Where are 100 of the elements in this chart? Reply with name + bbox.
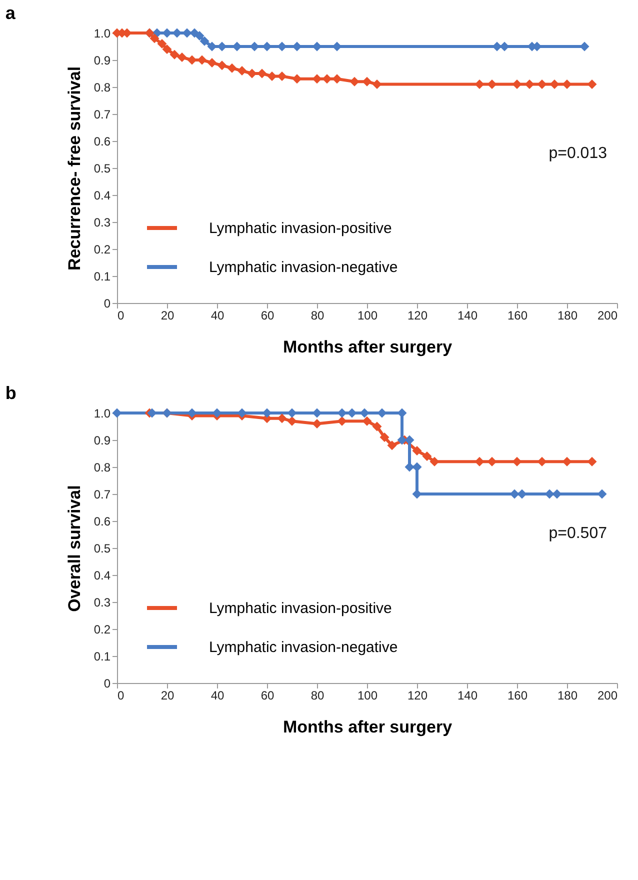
point [287,416,297,426]
annotation: p=0.507 [548,525,608,542]
point [312,408,322,418]
x-tick-label: 20 [160,308,174,322]
point [512,80,522,90]
x-tick-label: 180 [557,688,578,702]
point [587,80,597,90]
point [170,50,180,60]
y-tick-label: 0.8 [94,460,111,474]
point [232,42,242,52]
x-tick-label: 0 [118,688,124,702]
chart-title: a [5,3,16,23]
legend-label: Lymphatic invasion-negative [209,639,398,656]
y-tick-label: 0.7 [94,488,111,502]
point [580,42,590,52]
x-tick-label: 40 [210,688,224,702]
point [537,456,547,466]
point [430,456,440,466]
point [262,408,272,418]
y-tick-label: 1.0 [94,26,111,40]
point [562,456,572,466]
x-tick-label: 200 [597,688,618,702]
chart-title: b [5,383,16,403]
point [237,408,247,418]
y-tick-label: 0.1 [94,650,111,664]
legend-label: Lymphatic invasion-positive [209,220,392,237]
point [562,80,572,90]
point [537,80,547,90]
y-tick-label: 0.2 [94,622,111,636]
x-tick-label: 160 [507,688,528,702]
x-tick-label: 60 [260,308,274,322]
point [360,408,370,418]
point [162,44,172,54]
point [332,74,342,84]
point [492,42,502,52]
point [292,42,302,52]
point [147,408,157,418]
x-tick-label: 60 [260,688,274,702]
point [387,440,397,450]
point [212,408,222,418]
y-tick-label: 0.6 [94,134,111,148]
y-tick-label: 0 [104,296,111,310]
point [412,446,422,456]
point [182,28,192,38]
point [267,71,277,81]
point [550,80,560,90]
y-tick-label: 0.4 [94,568,111,582]
point [474,80,484,90]
point [332,42,342,52]
y-tick-label: 0.9 [94,434,111,448]
y-tick-label: 0.3 [94,216,111,230]
point [422,451,432,461]
point [587,456,597,466]
x-tick-label: 120 [407,688,428,702]
x-tick-label: 100 [357,308,378,322]
point [404,462,414,472]
point [172,28,182,38]
y-tick-label: 0.8 [94,80,111,94]
point [197,55,207,65]
point [287,408,297,418]
point [257,68,267,78]
y-tick-label: 0.5 [94,542,111,556]
y-tick-label: 0.2 [94,242,111,256]
annotation: p=0.013 [548,145,608,162]
x-tick-label: 100 [357,688,378,702]
point [157,39,167,49]
point [487,80,497,90]
point [207,58,217,68]
point [292,74,302,84]
legend-label: Lymphatic invasion-negative [209,259,398,276]
point [337,416,347,426]
point [227,63,237,73]
point [277,42,287,52]
x-tick-label: 120 [407,308,428,322]
point [177,52,187,62]
point [412,462,422,472]
point [412,489,422,499]
point [162,28,172,38]
point [372,80,382,90]
y-tick-label: 0.4 [94,188,111,202]
y-tick-label: 0.7 [94,108,111,122]
point [187,55,197,65]
x-tick-label: 140 [457,688,478,702]
y-tick-label: 1.0 [94,406,111,420]
x-tick-label: 140 [457,308,478,322]
point [487,456,497,466]
y-tick-label: 0.6 [94,514,111,528]
x-tick-label: 160 [507,308,528,322]
point [250,42,260,52]
x-tick-label: 40 [210,308,224,322]
y-axis-title: Overall survival [64,485,84,612]
x-tick-label: 20 [160,688,174,702]
x-tick-label: 0 [118,308,124,322]
point [597,489,607,499]
point [544,489,554,499]
x-tick-label: 80 [310,688,324,702]
point [524,80,534,90]
point [150,34,160,44]
point [377,408,387,418]
x-axis-title: Months after surgery [282,718,453,736]
